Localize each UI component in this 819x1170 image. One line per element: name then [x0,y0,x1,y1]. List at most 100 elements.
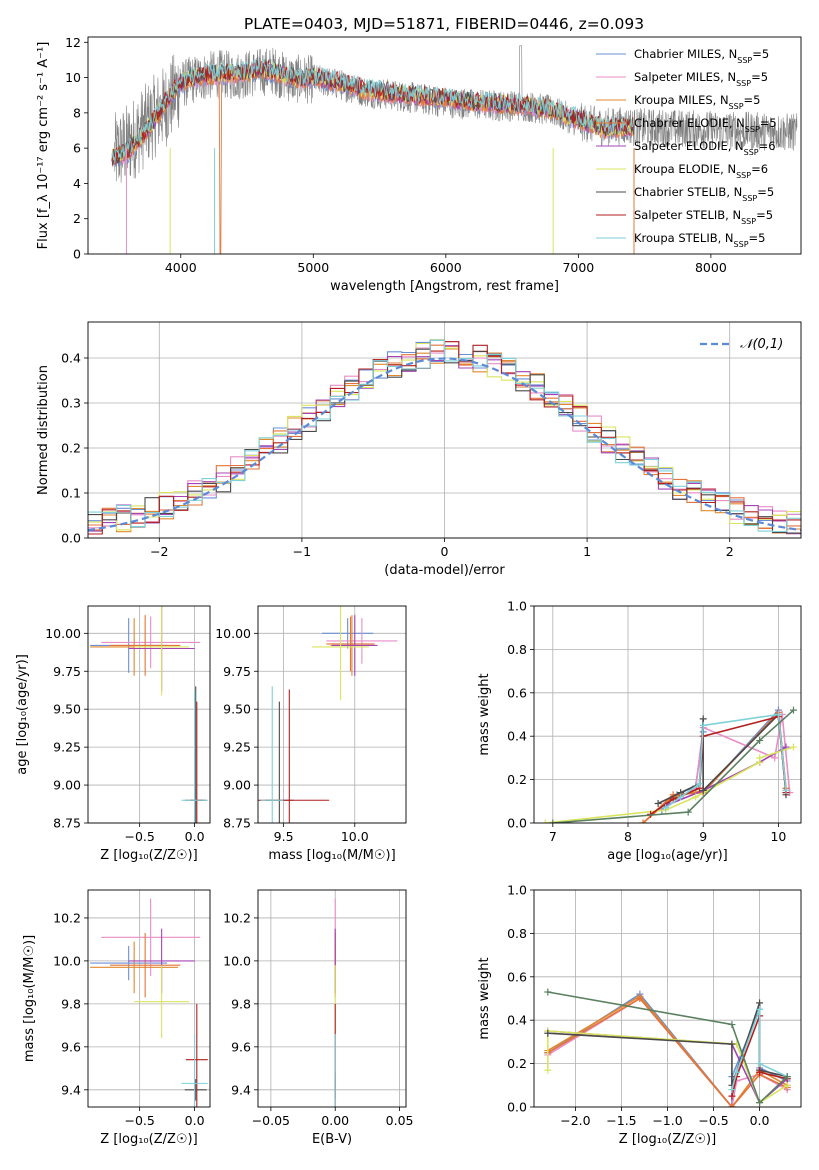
weight-marker [699,721,707,729]
y-tick-label: 10.00 [215,626,251,641]
y-tick-label: 9.50 [223,702,251,717]
weight-line [547,1002,788,1086]
x-axis-label: Z [log₁₀(Z/Z☉)] [100,848,197,863]
y-tick-label: 10.00 [45,626,81,641]
weight-line [545,746,794,823]
weight-marker [541,819,549,823]
normal-reference-curve [88,357,801,532]
y-tick-label: 0 [73,247,81,262]
y-tick-label: 10.0 [53,953,81,968]
x-axis-label: Z [log₁₀(Z/Z☉)] [619,1132,716,1147]
weight-marker [789,743,797,751]
y-tick-label: 9.6 [231,1039,251,1054]
x-axis-label: Z [log₁₀(Z/Z☉)] [100,1132,197,1147]
x-tick-label: −0.05 [252,1113,290,1128]
axes-frame [257,889,407,1108]
axes-frame [87,36,802,255]
y-tick-label: 8 [73,105,81,120]
y-axis-label: mass weight [477,673,492,755]
y-tick-label: 0.2 [507,772,527,787]
weight-marker [636,995,644,1002]
weight-marker [695,780,703,788]
y-tick-label: 6 [73,141,81,156]
y-tick-label: 2 [73,211,81,226]
weight-marker [782,786,790,794]
x-tick-label: 0.05 [386,1113,414,1128]
legend-entry: Chabrier MILES, NSSP=5 [634,47,769,65]
y-tick-label: 0.1 [61,486,81,501]
plot-area-weight-age [541,706,797,823]
panel-residuals: −2 −1 0 1 2 0.0 0.1 0.2 0.3 0.4 (data-model)/error… [36,321,802,578]
y-axis-label: mass weight [477,957,492,1039]
y-axis-label: mass [log₁₀(M/M☉)] [22,935,37,1062]
weight-marker [756,999,764,1007]
x-tick-label: −1.5 [606,1113,636,1128]
legend: Chabrier MILES, NSSP=5 Salpeter MILES, NS… [596,47,777,249]
y-axis-label: age [log₁₀(age/yr)] [15,654,30,775]
weight-marker [756,1005,764,1013]
plot-area-residuals [88,339,801,535]
y-tick-label: 9.8 [231,996,251,1011]
weight-line [552,709,795,823]
legend-entry: Chabrier ELODIE, NSSP=5 [634,116,777,134]
y-tick-label: 9.6 [61,1039,81,1054]
weight-marker [756,1068,764,1076]
x-tick-label: 4000 [165,260,197,275]
legend-entry: Kroupa ELODIE, NSSP=6 [634,162,768,180]
y-tick-label: 9.00 [223,778,251,793]
model-spectrum-kroupa-stelib [111,57,634,164]
x-axis-label: mass [log₁₀(M/M☉)] [268,848,395,863]
y-tick-label: 0.8 [507,642,527,657]
legend-entry: Salpeter ELODIE, NSSP=6 [634,139,776,157]
x-axis-label: age [log₁₀(age/yr)] [607,848,728,863]
y-tick-label: 0.8 [507,926,527,941]
weight-marker [771,754,779,762]
x-tick-label: −2.0 [560,1113,590,1128]
weight-marker [774,711,782,718]
y-tick-label: 9.8 [61,996,81,1011]
panel-age-Z: −0.5 0.0 8.75 9.00 9.25 9.50 9.75 10.00 Z [log₁₀… [15,605,211,863]
weight-marker [733,1068,741,1076]
x-tick-label: 0.00 [321,1113,349,1128]
x-tick-label: −0.5 [124,829,154,844]
y-tick-label: 8.75 [223,816,251,831]
weight-marker [684,808,692,816]
weight-marker [728,1092,736,1100]
x-tick-label: −0.5 [124,1113,154,1128]
weight-marker [756,1099,764,1107]
legend-entry: 𝒩(0,1) [740,337,783,352]
weight-marker [549,819,557,823]
y-tick-label: 10 [65,70,81,85]
y-tick-label: 0.4 [507,729,527,744]
y-tick-label: 8.75 [53,816,81,831]
y-tick-label: 0.0 [507,816,527,831]
weight-marker [544,1029,552,1037]
panel-age-mass: 9.5 10.0 8.75 9.00 9.25 9.50 9.75 10.00 mass [lo… [215,605,407,863]
legend-entry: Kroupa STELIB, NSSP=5 [634,231,765,249]
axes-frame [533,889,802,1108]
y-tick-label: 0.0 [507,1100,527,1115]
y-tick-label: 9.25 [223,740,251,755]
y-tick-label: 10.0 [223,953,251,968]
y-tick-label: 0.6 [507,969,527,984]
x-tick-label: −2 [150,544,168,559]
figure-title: PLATE=0403, MJD=51871, FIBERID=0446, z=0… [244,15,644,33]
panel-mass-Z: −0.5 0.0 9.4 9.6 9.8 10.0 10.2 Z [log₁₀(Z/Z☉)] m… [22,889,211,1147]
panel-spectrum: 4000 5000 6000 7000 8000 0 2 4 6 8 10 12 wavelength … [36,35,802,294]
weight-line [665,713,787,809]
x-axis-label: wavelength [Angstrom, rest frame] [330,279,559,294]
weight-marker [544,1066,552,1074]
y-tick-label: 1.0 [507,599,527,614]
histogram-kroupa-stelib [88,339,801,533]
weight-marker [783,1073,791,1081]
y-tick-label: 9.00 [53,778,81,793]
weight-marker [654,799,662,807]
weight-marker [662,804,670,812]
weight-marker [699,786,707,794]
x-tick-label: 0.0 [185,829,205,844]
y-tick-label: 9.75 [53,664,81,679]
plot-area-weight-Z [544,988,791,1107]
y-tick-label: 0.2 [61,441,81,456]
y-tick-label: 4 [73,176,81,191]
